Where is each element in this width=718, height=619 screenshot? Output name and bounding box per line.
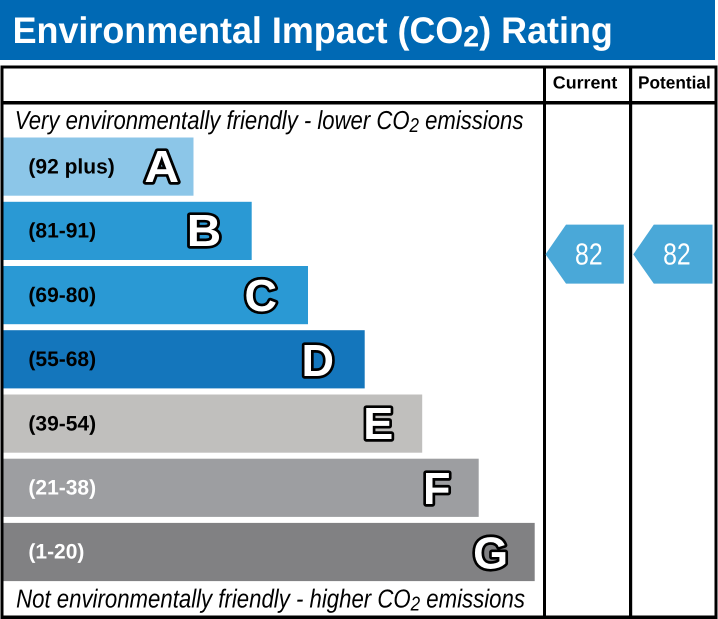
- svg-text:82: 82: [575, 238, 603, 272]
- svg-text:Current: Current: [553, 73, 618, 93]
- svg-text:(92 plus): (92 plus): [28, 155, 114, 178]
- svg-text:Very environmentally friendly: Very environmentally friendly - lower CO…: [15, 105, 524, 137]
- svg-text:G: G: [473, 527, 508, 578]
- svg-text:Not environmentally friendly -: Not environmentally friendly - higher CO…: [16, 584, 525, 616]
- svg-text:Environmental Impact (CO2) Rat: Environmental Impact (CO2) Rating: [13, 10, 613, 54]
- svg-text:82: 82: [663, 238, 691, 272]
- svg-text:(21-38): (21-38): [28, 477, 96, 500]
- svg-text:A: A: [144, 141, 179, 192]
- svg-text:D: D: [302, 335, 335, 386]
- svg-text:F: F: [423, 463, 451, 514]
- svg-text:(1-20): (1-20): [28, 541, 84, 564]
- svg-text:E: E: [363, 398, 393, 449]
- svg-text:C: C: [244, 270, 277, 321]
- svg-text:B: B: [187, 205, 221, 256]
- svg-text:(39-54): (39-54): [28, 412, 96, 435]
- svg-text:(69-80): (69-80): [28, 284, 96, 307]
- svg-text:(55-68): (55-68): [28, 348, 96, 371]
- svg-text:(81-91): (81-91): [28, 220, 96, 243]
- svg-text:Potential: Potential: [638, 73, 711, 93]
